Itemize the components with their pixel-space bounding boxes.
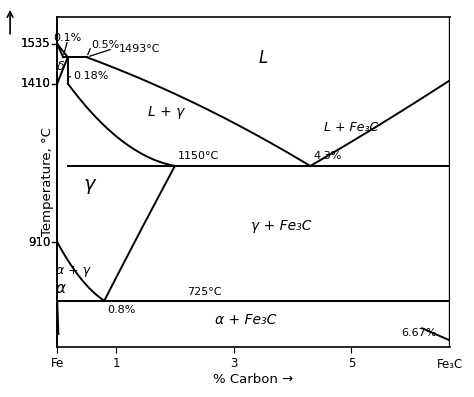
X-axis label: % Carbon →: % Carbon → [213, 373, 293, 386]
Text: 1410: 1410 [20, 77, 50, 90]
Text: α: α [55, 281, 65, 295]
Text: α + γ: α + γ [56, 264, 90, 277]
Text: γ + Fe₃C: γ + Fe₃C [251, 219, 311, 233]
Text: L + γ: L + γ [148, 105, 184, 119]
Text: 1493°C: 1493°C [119, 44, 161, 54]
Text: Fe₃C: Fe₃C [437, 358, 463, 371]
Text: γ: γ [84, 175, 95, 195]
Text: L + Fe₃C: L + Fe₃C [324, 121, 379, 135]
Text: α + Fe₃C: α + Fe₃C [215, 313, 276, 327]
Text: δ: δ [57, 60, 64, 73]
Text: L: L [258, 49, 268, 67]
Text: 4.3%: 4.3% [313, 151, 342, 161]
Text: 0.1%: 0.1% [54, 33, 82, 42]
Text: 1535: 1535 [20, 37, 50, 50]
Text: 910: 910 [28, 235, 50, 249]
Text: 1150°C: 1150°C [178, 151, 219, 161]
Text: 1410: 1410 [20, 77, 50, 90]
Text: 725°C: 725°C [187, 287, 221, 297]
Text: 1535: 1535 [20, 37, 50, 50]
Text: 0.18%: 0.18% [73, 71, 109, 81]
Text: 910: 910 [28, 235, 50, 249]
Text: 6.67%: 6.67% [401, 328, 437, 338]
Text: 0.5%: 0.5% [91, 40, 119, 50]
Text: 0.8%: 0.8% [107, 305, 136, 315]
Y-axis label: Temperature, °C: Temperature, °C [41, 127, 55, 236]
